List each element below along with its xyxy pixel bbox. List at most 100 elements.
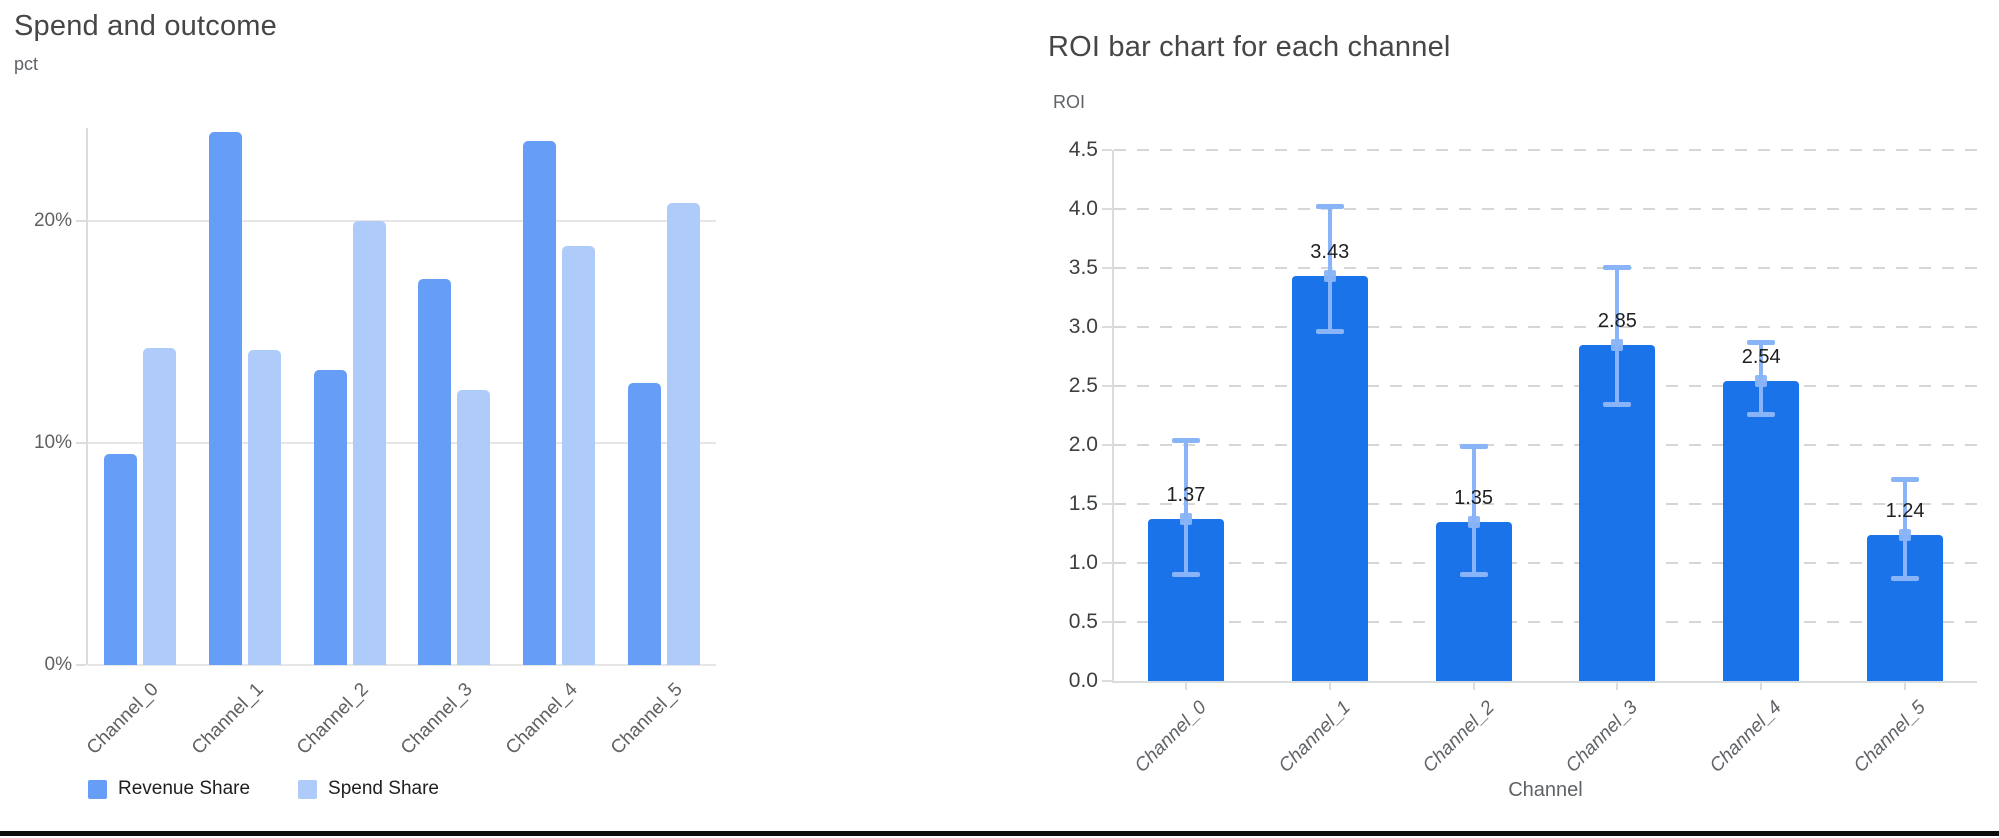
gridline-0% — [88, 664, 716, 666]
roi-cell-Channel_4: 2.54 — [1689, 150, 1833, 681]
spend-outcome-plot-area: 0% 10% 20% Channel_0 Channel_1 Channel_2 Chann… — [34, 128, 716, 759]
bar-spend-share-Channel_3[interactable] — [457, 389, 491, 665]
legend-item-revenue-share[interactable]: Revenue Share — [88, 778, 250, 800]
y-tick-mark-2.0 — [1102, 444, 1112, 446]
y-tick-label-3.5: 3.5 — [1068, 256, 1098, 279]
gridline-3.0 — [1114, 326, 1977, 328]
bar-group-Channel_4 — [507, 128, 612, 665]
bar-value-label-Channel_5: 1.24 — [1885, 499, 1925, 522]
y-tick-label-1.5: 1.5 — [1068, 492, 1098, 515]
bar-value-label-Channel_3: 2.85 — [1597, 309, 1637, 332]
error-bar-line-Channel_0 — [1183, 439, 1188, 576]
y-tick-mark-4.5 — [1102, 149, 1112, 151]
gridline-4.5 — [1114, 149, 1977, 151]
y-tick-mark-0.5 — [1102, 621, 1112, 623]
error-bar-line-Channel_2 — [1471, 445, 1476, 576]
gridline-3.5 — [1114, 267, 1977, 269]
x-tick-label-text: Channel_1 — [188, 679, 268, 759]
bar-value-label-Channel_4: 2.54 — [1741, 346, 1781, 369]
x-tick-label-text: Channel_0 — [1130, 697, 1211, 777]
bar-group-Channel_0 — [88, 128, 193, 665]
y-tick-label-4.0: 4.0 — [1068, 197, 1098, 220]
y-tick-label-2.0: 2.0 — [1068, 433, 1098, 456]
error-bar-mean-marker-Channel_2 — [1467, 515, 1480, 528]
bar-revenue-share-Channel_1[interactable] — [209, 132, 242, 665]
roi-cell-Channel_5: 1.24 — [1833, 150, 1977, 681]
y-axis-line — [1112, 150, 1114, 681]
gridline-2.0 — [1114, 444, 1977, 446]
spend-outcome-y-unit-label: pct — [14, 54, 39, 74]
bar-spend-share-Channel_0[interactable] — [143, 347, 177, 665]
bar-group-Channel_1 — [193, 128, 298, 665]
x-tick-label-text: Channel_4 — [502, 679, 582, 759]
legend-swatch — [298, 779, 318, 799]
error-bar-line-Channel_1 — [1327, 205, 1332, 333]
y-tick-mark-10% — [76, 442, 86, 445]
error-bar-cap-bottom-Channel_1 — [1315, 328, 1344, 334]
legend-label: Spend Share — [328, 778, 439, 799]
bar-spend-share-Channel_2[interactable] — [352, 221, 386, 665]
bar-group-Channel_2 — [297, 128, 402, 665]
y-tick-label-10%: 10% — [33, 432, 72, 454]
error-bar-cap-bottom-Channel_5 — [1891, 575, 1920, 581]
error-bar-cap-top-Channel_1 — [1315, 204, 1344, 210]
x-tick-label-text: Channel_2 — [292, 679, 373, 759]
x-tick-mark-Channel_0 — [1184, 681, 1187, 690]
y-axis-line — [86, 128, 88, 665]
spend-outcome-chart-title: Spend and outcome — [14, 10, 277, 42]
error-bar-cap-bottom-Channel_0 — [1171, 571, 1200, 577]
roi-cell-Channel_3: 2.85 — [1545, 150, 1689, 681]
error-bar-mean-marker-Channel_3 — [1611, 338, 1624, 351]
y-tick-label-20%: 20% — [33, 210, 72, 232]
legend-swatch — [88, 779, 107, 799]
bar-spend-share-Channel_5[interactable] — [666, 203, 700, 665]
x-tick-label-text: Channel_3 — [1562, 697, 1643, 777]
roi-bar-Channel_4[interactable] — [1723, 381, 1800, 681]
error-bar-cap-top-Channel_2 — [1459, 444, 1488, 449]
error-bar-mean-marker-Channel_4 — [1755, 375, 1768, 388]
error-bar-cap-top-Channel_4 — [1747, 340, 1776, 346]
bar-revenue-share-Channel_0[interactable] — [104, 454, 138, 665]
bar-revenue-share-Channel_2[interactable] — [313, 369, 347, 665]
bar-value-label-Channel_0: 1.37 — [1166, 484, 1206, 507]
bar-value-label-Channel_2: 1.35 — [1454, 486, 1494, 509]
y-tick-label-0.0: 0.0 — [1068, 669, 1098, 692]
bar-value-label-Channel_1: 3.43 — [1310, 241, 1350, 264]
bar-revenue-share-Channel_5[interactable] — [627, 383, 661, 665]
error-bar-mean-marker-Channel_0 — [1179, 513, 1192, 526]
y-tick-mark-0.0 — [1102, 680, 1112, 682]
legend-label: Revenue Share — [118, 778, 251, 799]
y-tick-mark-3.5 — [1102, 267, 1112, 269]
bar-revenue-share-Channel_4[interactable] — [523, 141, 557, 665]
x-tick-mark-Channel_3 — [1616, 681, 1619, 690]
x-tick-label-text: Channel_2 — [1418, 697, 1499, 777]
roi-x-axis-title: Channel — [1508, 779, 1583, 801]
bar-revenue-share-Channel_3[interactable] — [418, 278, 452, 665]
x-tick-label-text: Channel_0 — [83, 679, 164, 759]
y-tick-mark-20% — [76, 220, 86, 223]
error-bar-mean-marker-Channel_1 — [1323, 270, 1336, 283]
error-bar-line-Channel_3 — [1615, 265, 1620, 407]
y-tick-mark-0% — [76, 664, 86, 666]
roi-cell-Channel_1: 3.43 — [1258, 150, 1402, 681]
x-tick-label-text: Channel_4 — [1706, 697, 1787, 777]
error-bar-cap-bottom-Channel_4 — [1747, 411, 1776, 417]
roi-cell-Channel_2: 1.35 — [1402, 150, 1546, 681]
gridline-10% — [88, 442, 716, 445]
bar-groups — [88, 128, 716, 665]
roi-y-axis-label: ROI — [1053, 92, 1086, 112]
gridline-1.5 — [1114, 503, 1977, 505]
error-bar-cap-top-Channel_5 — [1891, 477, 1920, 483]
roi-bar-Channel_1[interactable] — [1291, 276, 1368, 681]
bar-spend-share-Channel_1[interactable] — [248, 349, 281, 665]
legend-item-spend-share[interactable]: Spend Share — [298, 778, 439, 800]
x-axis-baseline — [1112, 681, 1977, 683]
roi-chart-title: ROI bar chart for each channel — [1048, 31, 1451, 63]
x-tick-label-text: Channel_1 — [1274, 697, 1355, 777]
y-tick-label-0%: 0% — [44, 654, 72, 675]
error-bar-mean-marker-Channel_5 — [1899, 528, 1912, 541]
bar-spend-share-Channel_4[interactable] — [562, 245, 596, 665]
y-tick-label-1.0: 1.0 — [1068, 551, 1098, 574]
roi-cell-Channel_0: 1.37 — [1114, 150, 1258, 681]
